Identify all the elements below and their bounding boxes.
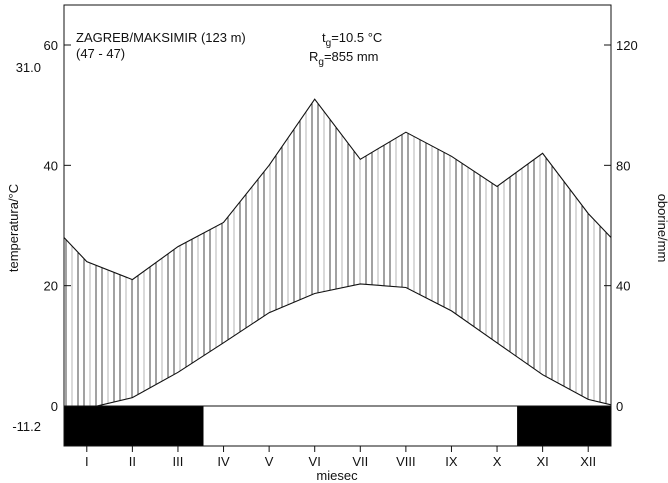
annual-precip-symbol: R bbox=[309, 49, 318, 64]
left-tick-label: 40 bbox=[44, 158, 58, 173]
station-label: ZAGREB/MAKSIMIR (123 m) bbox=[76, 30, 246, 45]
temperature-line bbox=[63, 283, 612, 409]
precipitation-line bbox=[63, 98, 612, 281]
frost-bar bbox=[64, 405, 611, 447]
x-tick-label: XII bbox=[580, 454, 596, 469]
x-tick-label: VIII bbox=[396, 454, 416, 469]
curve-layer bbox=[63, 98, 612, 409]
x-tick-label: VII bbox=[352, 454, 368, 469]
period-label: (47 - 47) bbox=[76, 46, 125, 61]
x-axis-title: miesec bbox=[316, 468, 358, 483]
right-tick-label: 40 bbox=[616, 279, 630, 294]
x-tick-label: I bbox=[85, 454, 89, 469]
left-tick-label: 60 bbox=[44, 38, 58, 53]
temp-max-label: 31.0 bbox=[16, 60, 41, 75]
annual-temp-subscript: g bbox=[326, 38, 332, 49]
y-axis-title-right: oborine/mm bbox=[655, 194, 668, 263]
x-tick-label: VI bbox=[309, 454, 321, 469]
x-tick-label: IV bbox=[217, 454, 230, 469]
annual-precip-subscript: g bbox=[318, 57, 324, 68]
frost-free-segment bbox=[202, 405, 519, 447]
left-tick-label: 20 bbox=[44, 279, 58, 294]
y-axis-title-left: temperatura/°C bbox=[6, 184, 21, 272]
frost-segment bbox=[517, 406, 611, 446]
left-tick-label: 0 bbox=[51, 399, 58, 414]
x-tick-label: XI bbox=[536, 454, 548, 469]
annual-precip-value: =855 mm bbox=[324, 49, 379, 64]
annual-temp-symbol: t bbox=[322, 30, 326, 45]
x-tick-label: II bbox=[129, 454, 136, 469]
frost-segment bbox=[64, 406, 204, 446]
right-tick-label: 0 bbox=[616, 399, 623, 414]
x-tick-label: IX bbox=[445, 454, 458, 469]
temp-min-label: -11.2 bbox=[12, 419, 41, 434]
x-tick-label: V bbox=[265, 454, 274, 469]
annual-temp-label: tg=10.5 °C bbox=[322, 30, 382, 49]
right-tick-label: 80 bbox=[616, 158, 630, 173]
x-tick-label: III bbox=[173, 454, 184, 469]
annual-precip-label: Rg=855 mm bbox=[309, 49, 379, 68]
hatch-layer bbox=[65, 103, 607, 409]
x-tick-label: X bbox=[493, 454, 502, 469]
right-tick-label: 120 bbox=[616, 38, 638, 53]
annual-temp-value: =10.5 °C bbox=[331, 30, 382, 45]
plot-frame bbox=[63, 4, 612, 447]
